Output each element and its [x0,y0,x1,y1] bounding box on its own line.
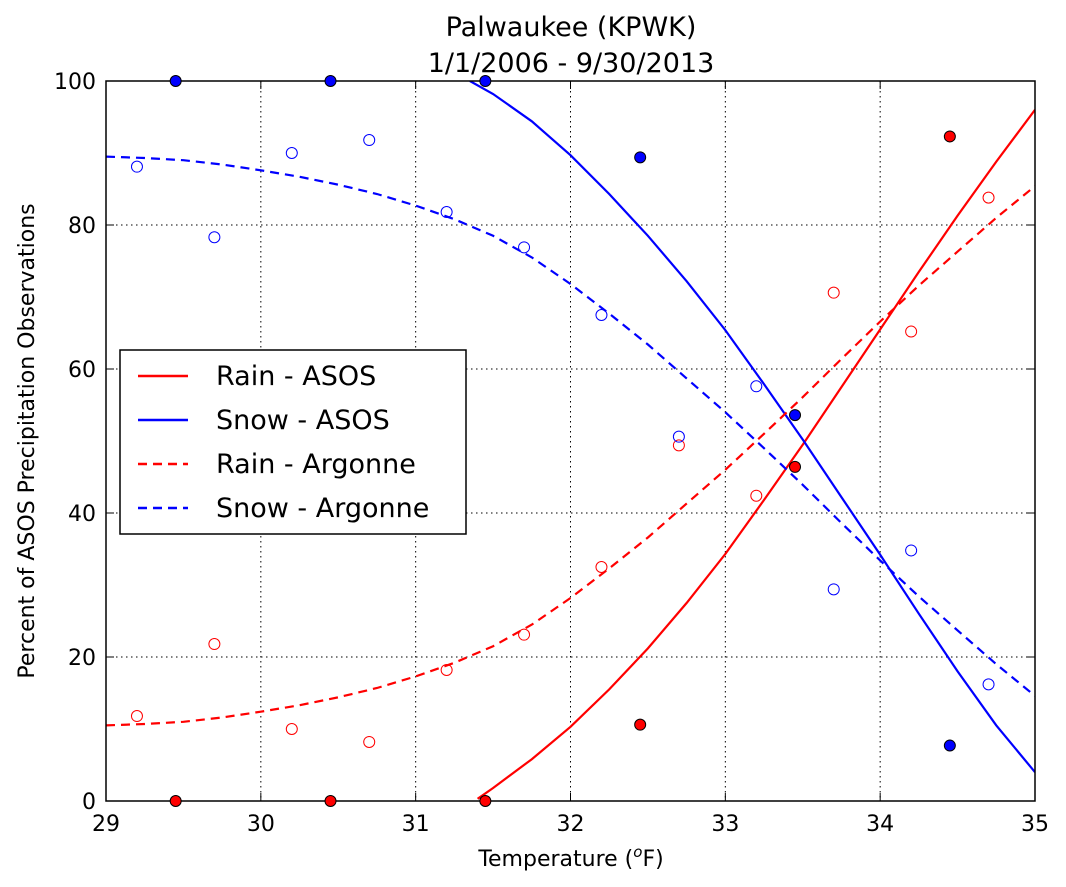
snow-argonne-point [672,430,685,443]
x-tick-label: 34 [866,812,894,837]
y-axis-label: Percent of ASOS Precipitation Observatio… [15,203,40,678]
legend-label-snow-argonne: Snow - Argonne [216,493,429,524]
x-axis-label-superscript: o [633,843,642,861]
legend: Rain - ASOS Snow - ASOS Rain - Argonne Snow… [119,349,467,535]
x-axis-label-main: Temperature ( [477,847,633,872]
snow-argonne-point [750,380,763,393]
snow-argonne-point [905,544,918,557]
snow-argonne-point [518,241,531,254]
y-tick-label: 100 [54,70,96,95]
snow-argonne-point [595,309,608,321]
x-tick-label: 32 [557,812,585,837]
rain-argonne-point [750,489,763,502]
x-tick-label: 35 [1021,812,1049,837]
rain-argonne-point [827,286,840,299]
chart-title-line1: Palwaukee (KPWK) [446,12,697,43]
rain-asos-point [634,718,647,731]
x-tick-label: 31 [402,812,430,837]
snow-argonne-point [130,160,143,173]
legend-label-snow-asos: Snow - ASOS [216,405,390,436]
snow-argonne-point [285,147,298,159]
series-line-rain-asos [476,109,1035,800]
rain-argonne-point [518,628,531,641]
rain-argonne-point [982,191,995,204]
x-tick-label: 30 [247,812,275,837]
snow-argonne-point [440,206,453,219]
x-axis-label: Temperature (oF) [477,843,663,872]
x-tick-label: 33 [711,812,739,837]
snow-asos-point [634,151,647,164]
snow-asos-point [789,409,802,422]
rain-asos-point [789,460,802,473]
rain-argonne-point [130,710,143,723]
rain-asos-point [169,795,182,807]
rain-argonne-point [208,638,221,651]
x-axis-label-suffix: F) [642,847,663,872]
rain-argonne-point [440,663,453,676]
y-tick-label: 80 [68,214,96,239]
y-tick-label: 0 [82,790,96,815]
rain-argonne-point [595,561,608,573]
y-tick-label: 60 [68,358,96,383]
series-line-rain-argonne [106,185,1035,727]
series-line-snow-asos [469,81,1035,773]
chart-title-line2: 1/1/2006 - 9/30/2013 [428,48,715,79]
rain-argonne-point [672,439,685,452]
y-tick-label: 20 [68,646,96,671]
rain-asos-point [324,795,337,807]
snow-argonne-point [827,583,840,596]
rain-argonne-point [363,735,376,748]
grid [106,81,1035,801]
rain-argonne-point [905,325,918,338]
legend-box [119,349,467,535]
rain-asos-point [943,130,956,143]
data-points [130,75,995,807]
y-tick-label: 40 [68,502,96,527]
legend-label-rain-argonne: Rain - Argonne [216,449,416,480]
axis-ticks: 29 30 31 32 33 34 35 0 20 40 60 80 100 [54,70,1049,837]
snow-argonne-point [363,134,376,147]
snow-asos-point [169,75,182,87]
rain-asos-point [479,795,492,807]
plot-series [106,81,1035,800]
snow-argonne-point [208,231,221,244]
snow-asos-point [324,75,337,87]
snow-asos-point [479,75,492,87]
snow-asos-point [943,739,956,752]
x-tick-label: 29 [92,812,120,837]
snow-argonne-point [982,678,995,691]
series-line-snow-argonne [106,155,1035,697]
rain-argonne-point [285,723,298,735]
legend-label-rain-asos: Rain - ASOS [216,361,376,392]
